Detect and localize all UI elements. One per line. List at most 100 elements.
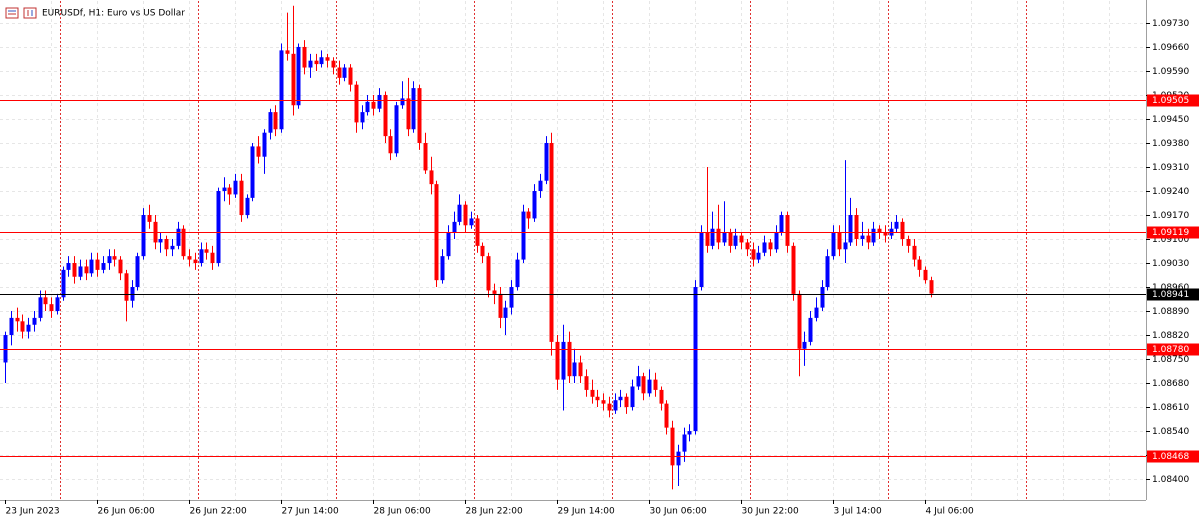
candle-body bbox=[394, 105, 399, 154]
candle-body bbox=[222, 187, 227, 191]
candle-body bbox=[549, 142, 554, 342]
y-tick-label: 1.08750 bbox=[1152, 355, 1189, 365]
candle-body bbox=[262, 132, 267, 157]
candle-body bbox=[762, 242, 767, 253]
price-level-badge bbox=[1147, 226, 1199, 239]
candle-body bbox=[797, 293, 802, 349]
candle-body bbox=[544, 142, 549, 181]
candle-body bbox=[124, 273, 129, 301]
price-level-label: 1.08941 bbox=[1152, 290, 1189, 300]
candle-body bbox=[210, 252, 215, 264]
candle-body bbox=[423, 142, 428, 171]
candle-body bbox=[515, 259, 520, 288]
x-tick-label: 27 Jun 14:00 bbox=[282, 507, 339, 517]
candle-body bbox=[630, 386, 635, 408]
candle-body bbox=[682, 434, 687, 452]
candle-body bbox=[158, 239, 163, 243]
candle-body bbox=[233, 180, 238, 195]
candle-body bbox=[705, 232, 710, 246]
candle-body bbox=[181, 228, 186, 257]
candle-body bbox=[509, 287, 514, 308]
candle-body bbox=[929, 280, 934, 294]
candle-body bbox=[710, 228, 715, 246]
candle-body bbox=[923, 269, 928, 281]
candle-body bbox=[273, 112, 278, 130]
candle-body bbox=[699, 232, 704, 288]
candle-body bbox=[360, 112, 365, 123]
candle-body bbox=[503, 307, 508, 318]
candle-body bbox=[457, 204, 462, 222]
candle-body bbox=[831, 232, 836, 257]
candle-body bbox=[825, 256, 830, 288]
candle-body bbox=[406, 98, 411, 130]
candle-body bbox=[227, 187, 232, 195]
candle-body bbox=[141, 215, 146, 257]
candle-body bbox=[135, 256, 140, 288]
candle-body bbox=[917, 259, 922, 270]
candle-body bbox=[584, 376, 589, 390]
candle-body bbox=[641, 376, 646, 394]
candle-body bbox=[802, 341, 807, 349]
candle-body bbox=[676, 451, 681, 466]
candle-body bbox=[486, 256, 491, 291]
y-tick-label: 1.08540 bbox=[1152, 427, 1189, 437]
candle-body bbox=[15, 317, 20, 322]
candle-body bbox=[268, 112, 273, 133]
candle-body bbox=[216, 190, 221, 264]
candle-body bbox=[871, 228, 876, 243]
icon bbox=[23, 7, 37, 19]
candle-body bbox=[325, 57, 330, 61]
candle-body bbox=[319, 57, 324, 65]
y-tick-label: 1.09730 bbox=[1152, 19, 1189, 29]
candle-body bbox=[572, 362, 577, 377]
candle-body bbox=[843, 242, 848, 250]
candle-body bbox=[72, 263, 77, 277]
candle-body bbox=[49, 304, 54, 312]
candle-body bbox=[595, 396, 600, 401]
candle-body bbox=[371, 101, 376, 109]
candle-body bbox=[112, 256, 117, 260]
candle-body bbox=[193, 259, 198, 264]
chart-title: EURUSDf, H1: Euro vs US Dollar bbox=[42, 9, 185, 19]
candle-body bbox=[590, 389, 595, 397]
x-tick-label: 3 Jul 14:00 bbox=[834, 507, 883, 517]
y-tick-label: 1.08820 bbox=[1152, 331, 1189, 341]
candle-body bbox=[728, 232, 733, 246]
candle-body bbox=[636, 376, 641, 387]
candle-body bbox=[463, 204, 468, 226]
candle-body bbox=[43, 297, 48, 305]
x-tick-label: 30 Jun 06:00 bbox=[650, 507, 707, 517]
y-tick-label: 1.09310 bbox=[1152, 163, 1189, 173]
y-tick-label: 1.09100 bbox=[1152, 235, 1189, 245]
icon bbox=[5, 7, 19, 19]
y-tick-label: 1.08890 bbox=[1152, 307, 1189, 317]
candle-body bbox=[118, 259, 123, 274]
x-tick-label: 23 Jun 2023 bbox=[6, 507, 60, 517]
candle-body bbox=[314, 60, 319, 65]
candle-body bbox=[107, 256, 112, 264]
candle-body bbox=[331, 60, 336, 68]
candle-body bbox=[866, 235, 871, 243]
candle-body bbox=[567, 341, 572, 377]
candle-body bbox=[348, 67, 353, 85]
candle-body bbox=[204, 249, 209, 253]
candle-body bbox=[302, 46, 307, 68]
candle-body bbox=[532, 190, 537, 219]
x-tick-label: 26 Jun 06:00 bbox=[98, 507, 155, 517]
y-tick-label: 1.08680 bbox=[1152, 379, 1189, 389]
candle-body bbox=[9, 317, 14, 336]
candle-body bbox=[894, 221, 899, 229]
candle-body bbox=[429, 170, 434, 185]
y-tick-label: 1.09170 bbox=[1152, 211, 1189, 221]
candle-body bbox=[538, 180, 543, 191]
candle-body bbox=[55, 297, 60, 312]
candle-body bbox=[383, 94, 388, 137]
price-level-label: 1.09119 bbox=[1152, 228, 1189, 238]
candle-body bbox=[256, 146, 261, 157]
candle-body bbox=[469, 218, 474, 226]
candle-body bbox=[601, 400, 606, 404]
candle-body bbox=[664, 403, 669, 428]
candle-body bbox=[779, 215, 784, 233]
candle-body bbox=[883, 232, 888, 236]
